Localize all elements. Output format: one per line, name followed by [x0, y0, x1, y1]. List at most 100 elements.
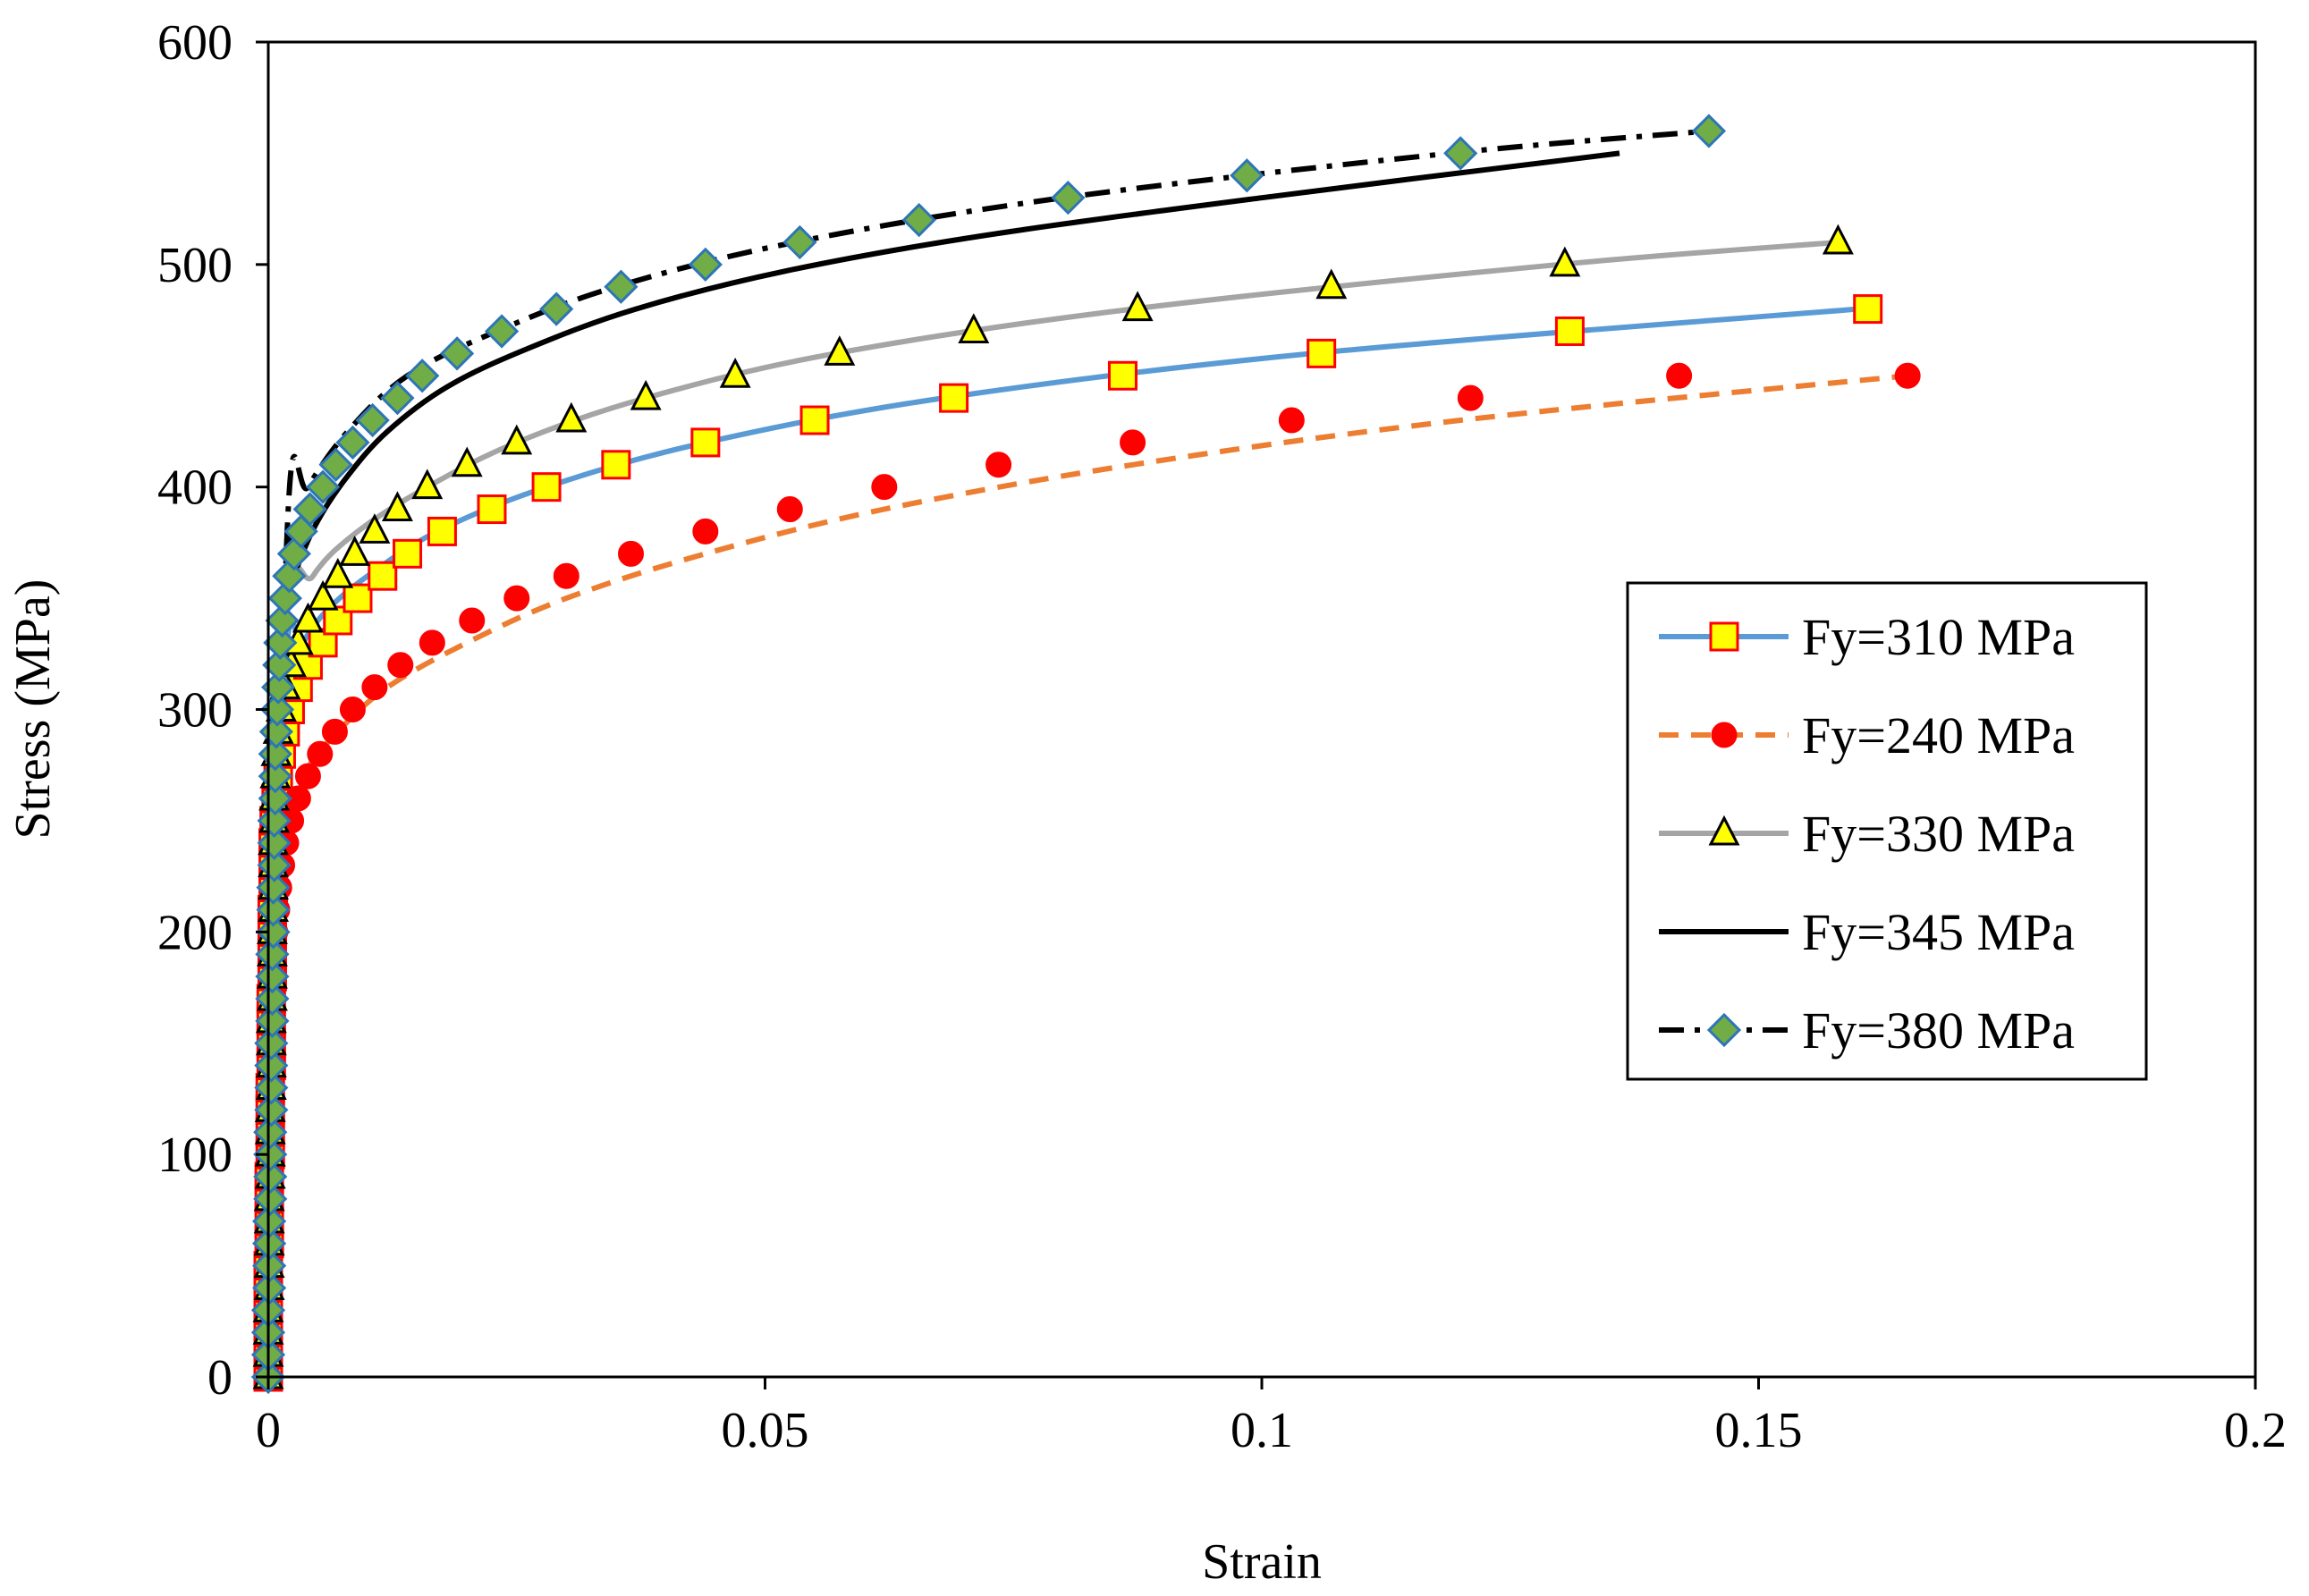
series-5-data-point	[1443, 136, 1478, 171]
y-tick-label: 400	[157, 460, 233, 516]
series-5-data-point	[253, 1115, 288, 1150]
series-2-data-point	[419, 629, 445, 656]
series-3-data-point	[630, 379, 662, 410]
y-tick-label: 0	[207, 1350, 233, 1406]
series-5-data-point	[255, 1003, 290, 1038]
series-3-data-point	[451, 446, 483, 477]
series-1-data-point	[1853, 294, 1883, 325]
series-5-data-point	[355, 402, 390, 438]
series-2-data-point	[618, 540, 645, 567]
series-5-data-point	[292, 492, 327, 527]
series-2-data-point	[1120, 429, 1146, 456]
series-3-data-point	[958, 313, 990, 343]
y-tick-label: 500	[157, 238, 233, 293]
series-3-data-point	[307, 579, 339, 611]
series-1-data-point	[799, 405, 830, 435]
series-2-data-point	[361, 674, 388, 701]
series-1-data-point	[427, 516, 457, 546]
series-1-data-point	[531, 472, 562, 502]
series-5-data-point	[253, 1137, 288, 1172]
series-5-data-point	[267, 580, 303, 616]
legend-marker-5	[1706, 1012, 1742, 1048]
series-1-data-point	[1307, 338, 1337, 368]
series-5-data-point	[253, 1181, 288, 1217]
series-2-data-point	[985, 452, 1012, 478]
series-1-data-point	[1554, 316, 1585, 346]
series-2-data-point	[1278, 407, 1305, 434]
series-2-data-point	[1894, 362, 1921, 389]
series-2-data-point	[1457, 384, 1484, 411]
series-1-data-point	[939, 383, 969, 413]
series-2-data-point	[503, 585, 530, 612]
series-5-data-point	[1051, 181, 1086, 215]
series-5-data-point	[305, 469, 341, 504]
y-axis-ticks: 0 100 200 300 400 500 600	[157, 15, 268, 1406]
series-5-data-point	[688, 247, 723, 282]
legend-label-4: Fy=345 MPa	[1802, 903, 2075, 961]
legend-label-5: Fy=380 MPa	[1802, 1001, 2075, 1060]
series-3-data-point	[359, 513, 391, 544]
series-5-data-point	[254, 1070, 289, 1105]
series-5-data-point	[318, 447, 353, 482]
y-tick-label: 300	[157, 683, 233, 739]
series-5-data-point	[257, 803, 292, 839]
series-1-data-point	[343, 583, 373, 613]
series-1-data-point	[393, 538, 423, 569]
series-2-data-point	[776, 496, 803, 523]
series-3-data-point	[1315, 268, 1348, 300]
series-2-data-point	[1666, 362, 1693, 389]
series-5-data-point	[604, 269, 639, 304]
x-tick-label: 0	[256, 1403, 281, 1458]
series-2-data-point	[553, 562, 579, 589]
series-5-data-point	[256, 915, 291, 950]
series-5-data-point	[272, 559, 307, 594]
legend-label-1: Fy=310 MPa	[1802, 608, 2075, 666]
series-2-data-point	[871, 474, 898, 501]
legend-marker-3	[1708, 815, 1740, 846]
series-2-data-point	[307, 740, 334, 767]
series-5-data-point	[901, 202, 936, 238]
legend-marker-2	[1711, 722, 1738, 748]
x-tick-label: 0.05	[722, 1403, 809, 1458]
series-5-data-point	[254, 1048, 289, 1083]
legend-marker-1	[1709, 621, 1739, 652]
series-5-data-point	[335, 425, 370, 460]
series-3-data-point	[339, 536, 371, 566]
y-axis-title: Stress (MPa)	[5, 579, 61, 840]
series-line-5	[266, 128, 1710, 1378]
legend-label-2: Fy=240 MPa	[1802, 706, 2075, 764]
series-2-data-point	[387, 652, 414, 679]
series-5-data-point	[253, 1159, 288, 1195]
series-5-data-point	[255, 958, 290, 994]
series-5-data-point	[439, 336, 475, 371]
series-2-data-point	[459, 607, 486, 634]
series-5-data-point	[255, 981, 290, 1017]
series-5-data-point	[256, 870, 291, 905]
x-tick-label: 0.1	[1231, 1403, 1293, 1458]
series-3-data-point	[501, 424, 533, 455]
y-tick-label: 200	[157, 905, 233, 960]
legend-label-3: Fy=330 MPa	[1802, 805, 2075, 863]
series-3-data-point	[411, 469, 444, 500]
x-tick-label: 0.15	[1715, 1403, 1803, 1458]
series-5-data-point	[255, 937, 290, 972]
x-axis-title: Strain	[1202, 1534, 1322, 1590]
series-5-data-point	[257, 825, 292, 860]
legend: Fy=310 MPa Fy=240 MPa Fy=330 MPa Fy=345 MPa…	[1626, 581, 2148, 1081]
x-axis-ticks: 0 0.05 0.1 0.15 0.2	[256, 1377, 2287, 1458]
series-3-data-point	[381, 491, 413, 522]
series-1-data-point	[477, 494, 507, 525]
series-5-data-point	[254, 1026, 289, 1060]
series-5-data-point	[256, 892, 291, 927]
series-2-data-point	[339, 697, 366, 722]
y-tick-label: 600	[157, 15, 233, 71]
series-3-data-point	[824, 335, 856, 366]
series-5-data-point	[257, 848, 292, 882]
series-5-data-point	[1691, 114, 1727, 148]
y-tick-label: 100	[157, 1127, 233, 1183]
series-3-data-point	[1549, 246, 1581, 277]
series-5-data-point	[380, 381, 415, 416]
series-5-data-point	[265, 603, 300, 638]
series-3-data-point	[719, 357, 751, 388]
